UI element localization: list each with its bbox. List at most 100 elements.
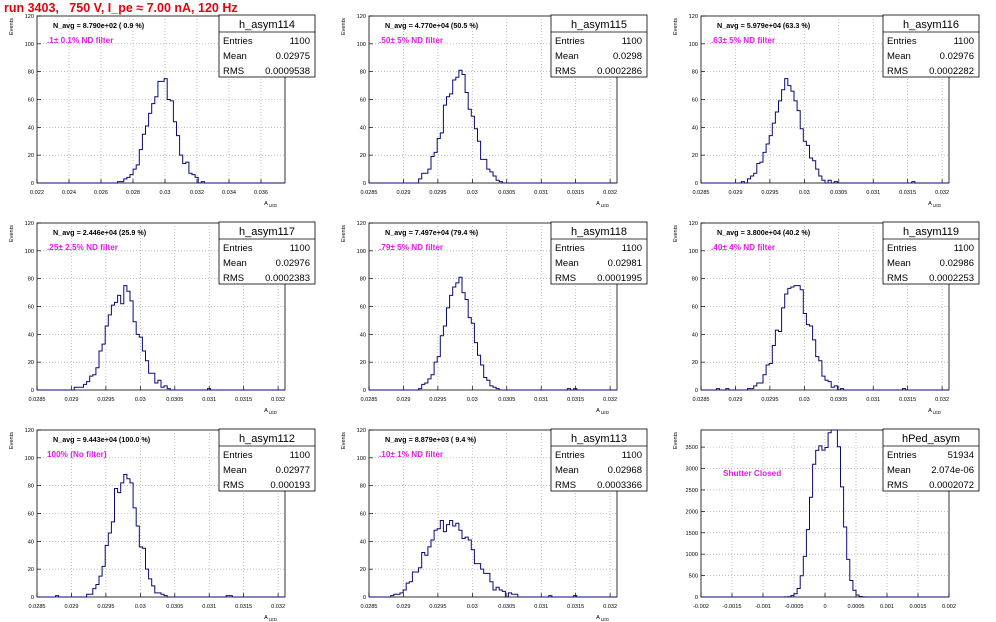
stats-box: [882, 14, 980, 78]
x-tick-label: 0.03: [160, 190, 171, 196]
filter-label: 100% (No filter): [47, 450, 107, 459]
histogram-bars: [369, 519, 617, 598]
y-tick-label: 500: [689, 574, 698, 580]
y-tick-label: 60: [692, 305, 698, 311]
stats-value: 1100: [290, 36, 310, 47]
y-axis-title: Events: [9, 18, 15, 35]
y-tick-label: 20: [360, 153, 366, 159]
stats-value: 1100: [622, 450, 642, 461]
stats-value: 0.0002282: [929, 66, 974, 77]
x-tick-label: 0.0305: [830, 397, 847, 403]
histogram-name: h_asym119: [903, 226, 959, 238]
x-tick-label: 0.001: [880, 604, 894, 610]
x-tick-label: -0.001: [755, 604, 771, 610]
y-tick-label: 80: [692, 70, 698, 76]
y-tick-label: 60: [28, 98, 34, 104]
stats-value: 0.02975: [276, 51, 310, 62]
stats-value: 51934: [948, 450, 974, 461]
stats-box: [882, 428, 980, 492]
filter-label: .79± 5% ND filter: [379, 243, 444, 252]
y-tick-label: 100: [25, 42, 34, 48]
stats-value: 0.000193: [270, 480, 310, 491]
x-tick-label: 0.032: [271, 604, 285, 610]
stats-label: RMS: [555, 273, 576, 284]
x-tick-label: 0.0305: [498, 190, 515, 196]
y-tick-label: 100: [25, 249, 34, 255]
stats-label: Entries: [887, 36, 917, 47]
histogram-name: h_asym112: [239, 433, 295, 445]
stats-value: 0.0003366: [597, 480, 642, 491]
x-tick-label: 0.0295: [429, 190, 446, 196]
run-title: run 3403, 750 V, I_pe ≈ 7.00 nA, 120 Hz: [4, 1, 238, 15]
x-tick-label: -0.0005: [785, 604, 804, 610]
y-tick-label: 60: [692, 98, 698, 104]
stats-value: 0.02976: [940, 51, 974, 62]
x-tick-label: 0.0285: [692, 397, 709, 403]
y-tick-label: 40: [360, 539, 366, 545]
x-tick-label: 0.024: [62, 190, 76, 196]
stats-label: RMS: [223, 66, 244, 77]
stats-value: 1100: [622, 36, 642, 47]
stats-label: Entries: [887, 243, 917, 254]
y-tick-label: 60: [360, 305, 366, 311]
y-tick-label: 20: [28, 360, 34, 366]
y-tick-label: 3000: [686, 467, 698, 473]
x-tick-label: 0.032: [935, 397, 949, 403]
stats-label: RMS: [223, 480, 244, 491]
x-axis-title: ALED: [264, 615, 277, 622]
y-tick-label: 100: [689, 42, 698, 48]
histogram-bars: [369, 69, 617, 184]
y-tick-label: 0: [695, 181, 698, 187]
filter-label: .50± 5% ND filter: [379, 36, 444, 45]
histogram-bars: [37, 285, 285, 391]
y-tick-label: 120: [25, 428, 34, 434]
x-tick-label: 0.036: [254, 190, 268, 196]
histogram-bars: [701, 78, 949, 184]
y-tick-label: 60: [28, 512, 34, 518]
y-tick-label: 0: [31, 595, 34, 601]
y-tick-label: 120: [357, 428, 366, 434]
x-tick-label: 0.031: [866, 397, 880, 403]
y-tick-label: 40: [28, 332, 34, 338]
x-tick-label: -0.0015: [723, 604, 742, 610]
y-tick-label: 20: [692, 360, 698, 366]
x-tick-label: 0.0315: [235, 397, 252, 403]
histogram-bars: [37, 78, 285, 184]
stats-value: 0.0002286: [597, 66, 642, 77]
x-axis-title: ALED: [596, 408, 609, 415]
x-tick-label: 0.032: [603, 604, 617, 610]
x-tick-label: 0.028: [126, 190, 140, 196]
y-tick-label: 120: [25, 14, 34, 20]
stats-box: [218, 14, 316, 78]
stats-label: Entries: [555, 36, 585, 47]
y-tick-label: 40: [28, 539, 34, 545]
x-tick-label: 0.0295: [761, 190, 778, 196]
y-axis-title: Events: [341, 18, 347, 35]
n-avg-label: N_avg = 2.446e+04 (25.9 %): [53, 228, 147, 237]
stats-value: 1100: [290, 243, 310, 254]
y-tick-label: 3500: [686, 445, 698, 451]
y-tick-label: 120: [689, 14, 698, 20]
y-tick-label: 60: [360, 98, 366, 104]
stats-value: 0.0001995: [597, 273, 642, 284]
x-tick-label: 0.0305: [498, 604, 515, 610]
y-tick-label: 40: [692, 125, 698, 131]
x-tick-label: 0.03: [799, 397, 810, 403]
y-tick-label: 100: [357, 42, 366, 48]
x-tick-label: 0.03: [467, 190, 478, 196]
y-tick-label: 0: [695, 388, 698, 394]
histogram-bars: [701, 429, 949, 598]
stats-label: RMS: [555, 66, 576, 77]
x-tick-label: 0.0315: [567, 397, 584, 403]
x-tick-label: 0.0305: [166, 604, 183, 610]
filter-label: .1± 0.1% ND filter: [47, 36, 114, 45]
y-tick-label: 120: [25, 221, 34, 227]
x-tick-label: 0.0315: [899, 397, 916, 403]
x-tick-label: 0.031: [202, 397, 216, 403]
x-tick-label: 0.0305: [166, 397, 183, 403]
x-tick-label: 0.0295: [761, 397, 778, 403]
stats-label: RMS: [555, 480, 576, 491]
stats-value: 0.0298: [613, 51, 642, 62]
x-axis-title: ALED: [928, 201, 941, 208]
x-axis-title: ALED: [928, 408, 941, 415]
